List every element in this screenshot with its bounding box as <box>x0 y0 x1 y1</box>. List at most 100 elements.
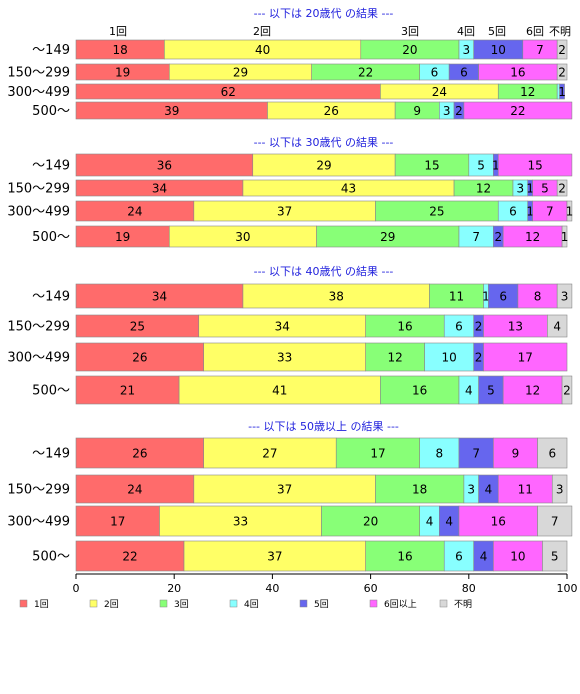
data-label: 8 <box>436 447 444 461</box>
data-label: 22 <box>122 550 137 564</box>
group-title: --- 以下は 30歳代 の結果 --- <box>254 135 394 149</box>
top-category-label: 5回 <box>488 25 506 38</box>
data-label: 24 <box>127 205 142 219</box>
legend-swatch <box>299 599 308 608</box>
bar-segment <box>365 540 445 572</box>
data-label: 19 <box>115 230 130 244</box>
top-category-label: 6回 <box>526 25 544 38</box>
data-label: 1 <box>526 182 534 196</box>
bar-segment <box>375 474 465 504</box>
data-label: 6 <box>548 447 556 461</box>
data-label: 2 <box>558 66 566 80</box>
bar-segment <box>566 200 573 222</box>
data-label: 4 <box>426 515 434 529</box>
row-label: ～149 <box>32 290 70 305</box>
data-label: 29 <box>316 159 331 173</box>
top-category-label: 3回 <box>401 25 419 38</box>
data-label: 1 <box>482 290 490 304</box>
data-label: 36 <box>157 159 172 173</box>
data-label: 37 <box>277 483 292 497</box>
data-label: 4 <box>465 384 473 398</box>
row-label: 500～ <box>32 550 70 565</box>
data-label: 10 <box>491 43 506 57</box>
legend-swatch <box>229 599 238 608</box>
x-tick-label: 0 <box>73 582 80 595</box>
data-label: 18 <box>412 483 427 497</box>
data-label: 6 <box>455 550 463 564</box>
data-label: 1 <box>492 159 500 173</box>
data-label: 22 <box>510 104 525 118</box>
top-category-label: 4回 <box>457 25 475 38</box>
data-label: 1 <box>561 230 569 244</box>
bar-segment <box>556 63 568 81</box>
bar-segment <box>517 283 558 309</box>
data-label: 5 <box>541 182 549 196</box>
data-label: 7 <box>551 515 559 529</box>
legend-label: 1回 <box>34 599 49 610</box>
x-tick-label: 80 <box>462 582 476 595</box>
data-label: 12 <box>520 85 535 99</box>
bar-segment <box>335 437 421 469</box>
data-label: 33 <box>277 351 292 365</box>
legend-label: 不明 <box>454 599 472 610</box>
data-label: 5 <box>551 550 559 564</box>
data-label: 1 <box>566 205 574 219</box>
data-label: 33 <box>233 515 248 529</box>
data-label: 19 <box>115 66 130 80</box>
bar-segment <box>556 283 573 309</box>
bar-segment <box>183 540 366 572</box>
data-label: 22 <box>358 66 373 80</box>
data-label: 2 <box>563 384 571 398</box>
data-label: 30 <box>235 230 250 244</box>
data-label: 43 <box>341 182 356 196</box>
row-label: ～149 <box>32 447 70 462</box>
data-label: 38 <box>329 290 344 304</box>
data-label: 18 <box>113 43 128 57</box>
bar-segment <box>561 225 568 248</box>
data-label: 29 <box>380 230 395 244</box>
data-label: 3 <box>443 104 451 118</box>
bar-segment <box>488 283 519 309</box>
data-label: 2 <box>475 320 483 334</box>
bar-segment <box>75 283 244 309</box>
bar-segment <box>380 375 460 405</box>
x-tick-label: 100 <box>557 582 578 595</box>
bar-segment <box>458 437 494 469</box>
legend-swatch <box>159 599 168 608</box>
data-label: 4 <box>480 550 488 564</box>
legend-label: 3回 <box>174 599 189 610</box>
bar-segment <box>463 101 573 120</box>
legend-label: 5回 <box>314 599 329 610</box>
bar-segment <box>502 375 563 405</box>
data-label: 6 <box>460 66 468 80</box>
data-label: 9 <box>413 104 421 118</box>
data-label: 3 <box>556 483 564 497</box>
bar-segment <box>419 437 460 469</box>
data-label: 26 <box>132 447 147 461</box>
data-label: 34 <box>152 182 167 196</box>
bar-segment <box>537 505 573 537</box>
row-label: ～149 <box>32 159 70 174</box>
data-label: 10 <box>510 550 525 564</box>
bar-segment <box>75 437 204 469</box>
bar-segment <box>561 375 573 405</box>
bar-segment <box>75 474 195 504</box>
data-label: 25 <box>429 205 444 219</box>
bar-segment <box>551 474 568 504</box>
legend-label: 4回 <box>244 599 259 610</box>
bar-segment <box>424 342 475 372</box>
bar-segment <box>159 505 322 537</box>
data-label: 6 <box>499 290 507 304</box>
row-label: 500～ <box>32 230 70 245</box>
row-label: 300～499 <box>7 515 70 530</box>
bar-segment <box>321 505 420 537</box>
row-label: 150～299 <box>7 182 70 197</box>
data-label: 24 <box>432 85 447 99</box>
bar-segment <box>483 342 568 372</box>
bar-segment <box>429 283 484 309</box>
bar-segment <box>493 437 538 469</box>
data-label: 5 <box>487 384 495 398</box>
data-label: 21 <box>120 384 135 398</box>
data-label: 12 <box>476 182 491 196</box>
data-label: 12 <box>525 230 540 244</box>
